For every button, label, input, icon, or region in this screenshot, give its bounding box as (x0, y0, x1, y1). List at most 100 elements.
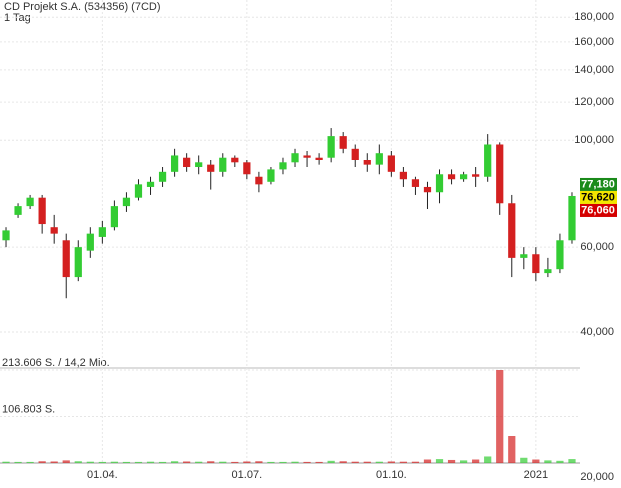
volume-tick-label: 213.606 S. / 14,2 Mio. (2, 357, 110, 369)
volume-bar (255, 461, 263, 463)
volume-bar (146, 461, 155, 463)
candle-body (243, 162, 251, 175)
volume-bar (387, 461, 395, 463)
volume-bar (484, 456, 492, 463)
candle-body (62, 240, 70, 278)
candle-body (411, 179, 420, 187)
candle-body (363, 159, 371, 165)
price-label: 76,060 (581, 204, 615, 216)
price-label: 77,180 (581, 178, 615, 190)
volume-bar (291, 461, 299, 463)
volume-bar (134, 461, 143, 463)
candle-body (472, 174, 480, 177)
volume-bar (86, 461, 94, 463)
candle-body (2, 230, 10, 241)
candle-body (556, 240, 564, 270)
volume-bar (339, 461, 347, 463)
volume-bar (399, 461, 408, 463)
candle-body (26, 197, 34, 207)
volume-bar (231, 461, 239, 463)
candle-body (110, 206, 119, 228)
y-tick-label: 180,000 (574, 11, 614, 23)
candle-body (508, 203, 516, 258)
volume-bar (411, 461, 420, 463)
volume-bar (122, 461, 131, 463)
volume-bar (267, 461, 275, 463)
volume-bar (520, 457, 528, 463)
volume-bar (568, 459, 576, 463)
chart-title: CD Projekt S.A. (534356) (7CD) (4, 1, 161, 13)
candle-body (484, 144, 492, 177)
candle-body (170, 155, 179, 172)
candle-body (520, 254, 528, 258)
volume-bar (219, 461, 227, 463)
y-tick-label: 20,000 (580, 471, 614, 483)
volume-bar (315, 461, 323, 463)
y-tick-label: 40,000 (580, 326, 614, 338)
volume-bar (532, 459, 540, 463)
volume-bar (544, 460, 552, 463)
candle-body (98, 227, 106, 237)
candle-body (158, 171, 167, 182)
candle-body (544, 269, 552, 274)
price-label-box (580, 203, 617, 217)
volume-bar (435, 459, 444, 463)
volume-bar (423, 459, 432, 463)
x-tick-label: 01.07. (232, 469, 263, 481)
volume-bar (38, 461, 46, 463)
volume-bar (74, 461, 82, 463)
candle-body (86, 233, 94, 251)
candle-body (459, 174, 468, 180)
volume-bar (98, 461, 106, 463)
volume-bar (327, 460, 335, 463)
y-tick-label: 100,000 (574, 134, 614, 146)
candle-body (387, 155, 395, 172)
candle-body (50, 227, 58, 234)
volume-bar (243, 461, 251, 463)
candle-body (568, 195, 576, 241)
candle-body (303, 155, 311, 158)
volume-bar (303, 461, 311, 463)
volume-bar (62, 460, 70, 463)
y-tick-label: 120,000 (574, 96, 614, 108)
volume-bar (14, 461, 22, 463)
volume-bar (459, 460, 468, 463)
y-tick-label: 60,000 (580, 241, 614, 253)
volume-bar (158, 461, 167, 463)
volume-bar (556, 460, 564, 463)
y-tick-label: 140,000 (574, 64, 614, 76)
candle-body (375, 153, 383, 165)
candle-body (532, 254, 540, 274)
candle-body (231, 157, 239, 163)
candle-body (122, 197, 131, 207)
candle-body (339, 136, 347, 149)
candle-body (447, 174, 456, 180)
volume-bar (508, 436, 516, 463)
price-label-box (580, 177, 617, 191)
price-label: 76,620 (581, 191, 615, 203)
volume-bar (447, 459, 456, 463)
candle-body (327, 136, 335, 158)
x-tick-label: 01.10. (376, 469, 407, 481)
candle-body (267, 169, 275, 182)
candle-body (134, 184, 143, 198)
y-tick-label: 160,000 (574, 36, 614, 48)
x-tick-label: 2021 (524, 469, 548, 481)
volume-bar (279, 461, 287, 463)
candle-body (279, 162, 287, 170)
volume-bar (170, 461, 179, 463)
candle-body (146, 181, 155, 187)
candle-body (74, 247, 82, 278)
candle-body (14, 206, 22, 215)
candle-body (255, 176, 263, 185)
candle-body (219, 157, 227, 172)
candle-body (423, 186, 432, 193)
volume-bar (110, 461, 119, 463)
chart-subtitle: 1 Tag (4, 12, 31, 24)
volume-bar (496, 370, 504, 463)
volume-bar (375, 461, 383, 463)
volume-bar (472, 459, 480, 463)
candle-body (38, 197, 46, 225)
price-label-box (580, 190, 617, 204)
volume-bar (351, 461, 359, 463)
